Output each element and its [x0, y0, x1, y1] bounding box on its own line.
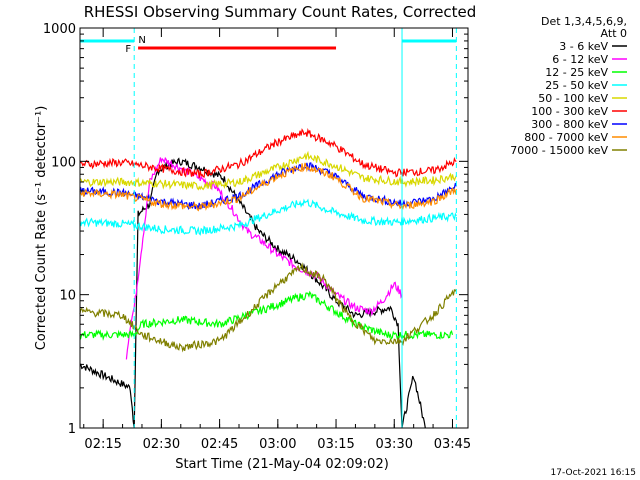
- x-tick-label-4: 03:15: [317, 437, 354, 452]
- y-tick-label-2: 100: [51, 155, 76, 170]
- legend-label-3: 25 - 50 keV: [545, 79, 608, 92]
- y-tick-label-1: 10: [59, 289, 76, 304]
- legend-header-1: Att 0: [601, 27, 627, 40]
- legend-header-0: Det 1,3,4,5,6,9,: [541, 15, 627, 28]
- legend-label-5: 100 - 300 keV: [531, 105, 608, 118]
- plot-frame: [79, 27, 469, 429]
- chart-title: RHESSI Observing Summary Count Rates, Co…: [84, 3, 477, 21]
- legend-label-2: 12 - 25 keV: [545, 66, 608, 79]
- series-line-4: [79, 150, 457, 191]
- x-tick-label-1: 02:30: [143, 437, 180, 452]
- legend-label-1: 6 - 12 keV: [552, 53, 608, 66]
- flag-label-1: N: [138, 35, 145, 46]
- legend-label-6: 300 - 800 keV: [531, 118, 608, 131]
- legend-label-8: 7000 - 15000 keV: [510, 144, 608, 157]
- legend-label-4: 50 - 100 keV: [538, 92, 608, 105]
- legend-label-0: 3 - 6 keV: [559, 40, 608, 53]
- generated-timestamp: 17-Oct-2021 16:15: [551, 468, 636, 478]
- x-tick-label-3: 03:00: [259, 437, 296, 452]
- x-tick-label-0: 02:15: [84, 437, 121, 452]
- y-tick-label-0: 1: [68, 422, 76, 437]
- series-layer: [79, 127, 457, 429]
- flag-label-0: F: [125, 44, 131, 55]
- x-tick-label-2: 02:45: [201, 437, 238, 452]
- x-axis-label: Start Time (21-May-04 02:09:02): [175, 457, 389, 472]
- series-line-8: [79, 262, 457, 353]
- series-line-1: [125, 156, 403, 360]
- y-tick-label-3: 1000: [43, 22, 76, 37]
- axis-layer: 02:15 02:30 02:45 03:00 03:15 03:30 03:45 1 10 10…: [43, 22, 471, 452]
- series-line-3: [79, 198, 457, 236]
- x-tick-label-5: 03:30: [376, 437, 413, 452]
- y-axis-label: Corrected Count Rate (s⁻¹ detector⁻¹): [34, 106, 49, 351]
- series-line-7: [79, 162, 457, 212]
- marker-layer: FN: [79, 28, 457, 428]
- series-line-2: [79, 290, 454, 341]
- x-tick-label-6: 03:45: [434, 437, 471, 452]
- series-line-5: [79, 127, 457, 178]
- legend-label-7: 800 - 7000 keV: [524, 131, 608, 144]
